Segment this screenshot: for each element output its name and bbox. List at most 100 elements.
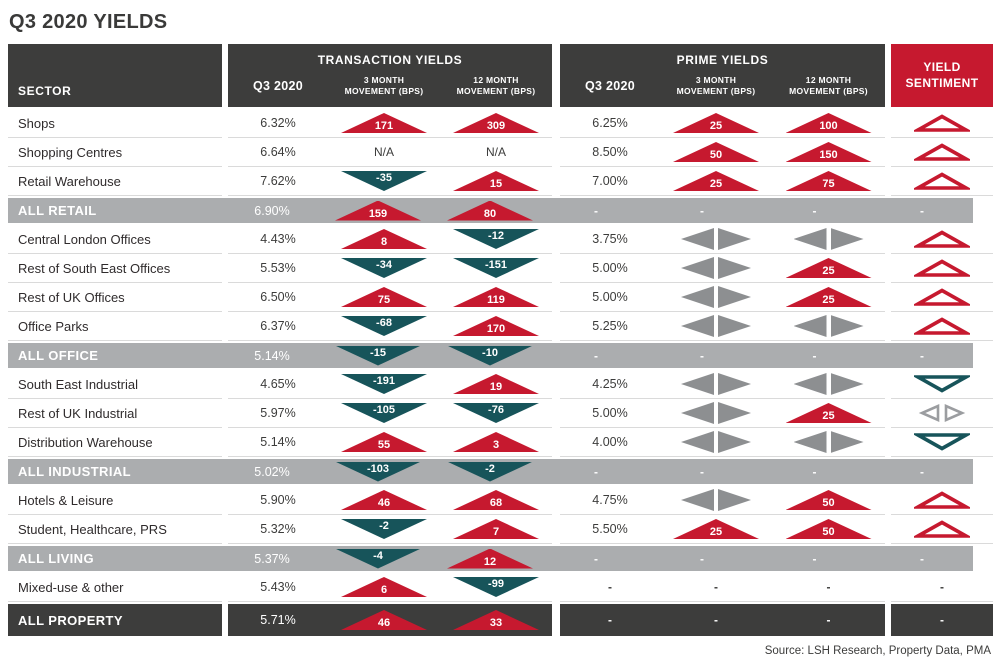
dash-label: - <box>812 348 817 363</box>
prime-3m-cell: - <box>646 349 758 363</box>
sector-label: Distribution Warehouse <box>18 434 153 450</box>
sentiment-cell <box>891 399 993 428</box>
yield-value: 4.00% <box>592 435 628 449</box>
tx-12m-cell: -10 <box>434 345 546 366</box>
prime-q3-cell: - <box>560 613 660 627</box>
dash-label: - <box>714 613 718 627</box>
dash-label: - <box>608 580 612 594</box>
prime-yields-cells: 5.25% <box>560 312 885 341</box>
table-row: Rest of UK Offices 6.50% 75 119 5.00% 25 <box>8 283 993 312</box>
dash-label: - <box>594 551 598 566</box>
yield-value: 5.90% <box>260 493 296 507</box>
sector-label: Rest of UK Industrial <box>18 405 138 421</box>
prime-3m-cell <box>660 257 772 279</box>
prime-yields-cells: --- <box>546 546 871 571</box>
tx-3m-cell: -15 <box>322 345 434 366</box>
tx-12m-cell: 15 <box>440 171 552 191</box>
sentiment-up-icon <box>914 229 970 249</box>
dash-label: - <box>700 464 704 479</box>
prime-yields-cells: 4.25% <box>560 370 885 399</box>
down-triangle-icon: -105 <box>341 403 427 423</box>
up-triangle-icon: 25 <box>673 171 759 191</box>
prime-yields-group-title: PRIME YIELDS <box>676 53 769 67</box>
sentiment-cell <box>891 515 993 544</box>
prime-q3-cell: 5.00% <box>560 290 660 304</box>
sideways-triangles-icon <box>793 431 864 453</box>
tx-q3-cell: 5.90% <box>228 493 328 507</box>
sector-cell: Mixed-use & other <box>8 573 222 602</box>
prime-yields-cells: --- <box>546 343 871 368</box>
prime-3m-cell <box>660 489 772 511</box>
dash-label: - <box>826 580 831 594</box>
yield-value: 4.25% <box>592 377 628 391</box>
sentiment-cell <box>891 225 993 254</box>
up-triangle-icon: 150 <box>785 142 872 162</box>
up-triangle-icon: 100 <box>785 113 872 133</box>
transaction-yields-cells: 6.50% 75 119 <box>228 283 552 312</box>
prime-q3-cell: 5.00% <box>560 406 660 420</box>
tx-3m-cell: -103 <box>322 461 434 482</box>
transaction-yields-cells: 5.43% 6 -99 <box>228 573 552 602</box>
up-triangle-icon: 7 <box>453 519 539 539</box>
dash-label: - <box>812 464 817 479</box>
sideways-triangles-icon <box>793 315 864 337</box>
tx-3m-cell: -2 <box>328 519 440 539</box>
prime-yields-cells: 6.25% 25 100 <box>560 109 885 138</box>
tx-12m-cell: 68 <box>440 490 552 510</box>
tx-3m-cell: -34 <box>328 258 440 278</box>
tx-12m-cell: 33 <box>440 610 552 630</box>
yield-value: 5.53% <box>260 261 296 275</box>
up-triangle-icon: 6 <box>341 577 427 597</box>
down-triangle-icon: -2 <box>341 519 427 539</box>
up-triangle-icon: 309 <box>453 113 539 133</box>
up-triangle-icon: 55 <box>341 432 427 452</box>
sector-label: Student, Healthcare, PRS <box>18 521 167 537</box>
prime-q3-cell: - <box>546 552 646 566</box>
prime-12m-column-header: 12 MONTH MOVEMENT (BPS) <box>789 74 868 96</box>
tx-q3-cell: 6.32% <box>228 116 328 130</box>
prime-yields-cells: --- <box>560 604 885 636</box>
tx-12m-cell: 3 <box>440 432 552 452</box>
prime-12m-cell <box>772 228 885 250</box>
prime-yields-cells: 7.00% 25 75 <box>560 167 885 196</box>
yield-value: 5.50% <box>592 522 628 536</box>
tx-12m-cell: 119 <box>440 287 552 307</box>
sentiment-cell <box>891 138 993 167</box>
up-triangle-icon: 25 <box>785 287 872 307</box>
prime-q3-cell: - <box>546 349 646 363</box>
transaction-yields-header-group: TRANSACTION YIELDS Q3 2020 3 MONTH MOVEM… <box>228 44 552 107</box>
prime-3m-cell <box>660 286 772 308</box>
prime-3m-cell <box>660 402 772 424</box>
yield-value: 4.65% <box>260 377 296 391</box>
tx-q3-cell: 5.43% <box>228 580 328 594</box>
prime-yields-column-labels: Q3 2020 3 MONTH MOVEMENT (BPS) 12 MONTH … <box>560 65 885 107</box>
dash-label: - <box>920 348 924 363</box>
prime-12m-cell: - <box>758 552 871 566</box>
transaction-yields-cells: 7.62% -35 15 <box>228 167 552 196</box>
prime-3m-cell: - <box>660 580 772 594</box>
transaction-yields-cells: 4.43% 8 -12 <box>228 225 552 254</box>
sideways-triangles-icon <box>681 257 751 279</box>
sideways-triangles-icon <box>793 373 864 395</box>
down-triangle-icon: -103 <box>335 461 421 482</box>
yield-value: 4.43% <box>260 232 296 246</box>
transaction-yields-cells: 5.97% -105 -76 <box>228 399 552 428</box>
tx-q3-cell: 4.65% <box>228 377 328 391</box>
prime-q3-cell: - <box>546 204 646 218</box>
tx-3m-cell: -4 <box>322 548 434 569</box>
tx-q3-cell: 4.43% <box>228 232 328 246</box>
prime-12m-cell: 25 <box>772 287 885 307</box>
tx-12m-cell: 19 <box>440 374 552 394</box>
prime-q3-cell: - <box>546 465 646 479</box>
yield-value: 5.00% <box>592 290 628 304</box>
sector-label: Hotels & Leisure <box>18 492 114 508</box>
sentiment-up-icon <box>914 316 970 336</box>
prime-q3-cell: 5.25% <box>560 319 660 333</box>
sentiment-up-icon <box>914 171 970 191</box>
transaction-yields-cells: 6.32% 171 309 <box>228 109 552 138</box>
sentiment-cell: - <box>871 459 973 484</box>
prime-3m-cell: - <box>646 204 758 218</box>
sentiment-cell: - <box>871 343 973 368</box>
dash-label: - <box>920 551 924 566</box>
sector-label: ALL LIVING <box>18 551 94 566</box>
